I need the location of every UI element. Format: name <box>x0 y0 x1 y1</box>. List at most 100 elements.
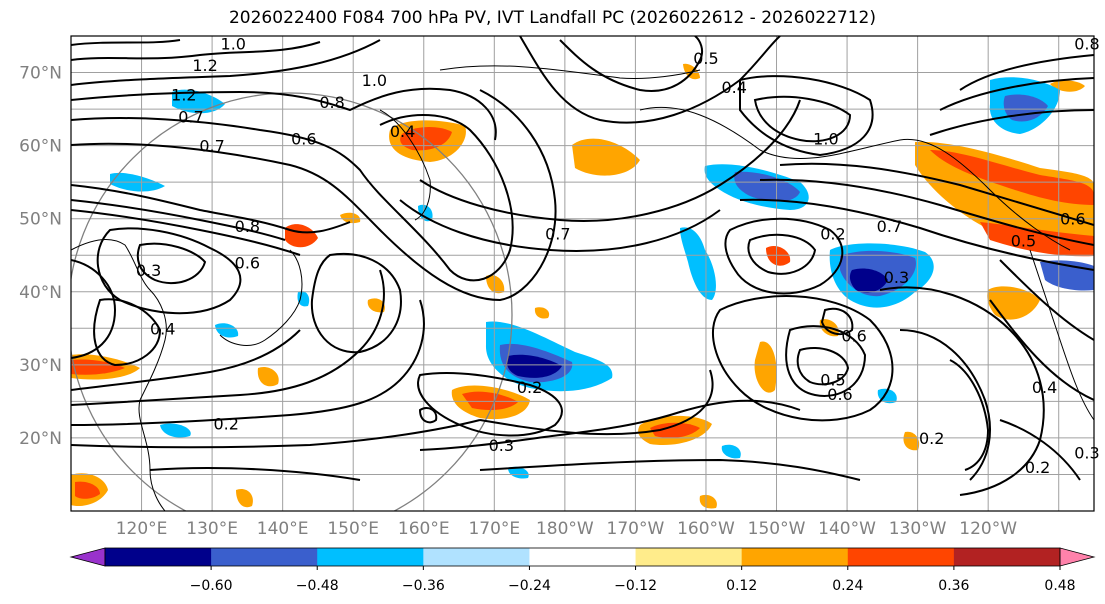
lat-tick-label: 60°N <box>19 137 62 157</box>
colorbar-segment <box>953 548 1061 566</box>
pv-contour <box>96 227 242 315</box>
contour-label: 0.2 <box>1025 458 1050 477</box>
contour-label: 1.0 <box>221 34 246 53</box>
contour-label: 0.6 <box>827 385 852 404</box>
pv-contour <box>879 286 1045 496</box>
negative-anomaly-region <box>418 204 433 222</box>
pv-contour <box>71 41 321 61</box>
positive-anomaly-core <box>75 481 100 499</box>
positive-anomaly-region <box>987 286 1040 320</box>
contour-label: 0.4 <box>1032 378 1057 397</box>
contour-label: 0.3 <box>136 261 161 280</box>
pv-contour <box>71 329 301 391</box>
pv-contour <box>479 458 861 481</box>
contour-label: 0.8 <box>235 217 260 236</box>
pv-contour <box>71 87 497 141</box>
negative-anomaly-core <box>849 268 888 293</box>
lon-tick-label: 130°W <box>889 519 947 539</box>
colorbar-tick-label: 0.36 <box>938 578 969 594</box>
positive-anomaly-core <box>650 422 700 438</box>
contour-label: 1.2 <box>171 85 196 104</box>
colorbar-tick-label: −0.60 <box>190 578 233 594</box>
contour-label: 0.2 <box>517 378 542 397</box>
pv-contour <box>739 198 1094 271</box>
pv-contour <box>71 113 514 282</box>
pv-contour <box>559 36 704 92</box>
pv-contour <box>747 233 817 275</box>
contour-label: 0.2 <box>919 429 944 448</box>
pv-contour <box>71 199 286 241</box>
contour-label: 0.3 <box>489 436 514 455</box>
colorbar-tick-label: −0.48 <box>296 578 339 594</box>
contour-label: 0.7 <box>877 217 902 236</box>
contour-label: 0.8 <box>319 93 344 112</box>
pv-contour <box>93 298 162 367</box>
map-title: 2026022400 F084 700 hPa PV, IVT Landfall… <box>228 8 876 28</box>
coastline-kamchatka <box>379 109 431 221</box>
pv-contour <box>711 295 894 422</box>
contour-label: 0.3 <box>884 268 909 287</box>
colorbar-segment <box>423 548 530 566</box>
lon-tick-label: 180°W <box>536 519 594 539</box>
pv-contour <box>136 242 207 285</box>
pv-contour <box>419 399 801 451</box>
pv-contour <box>820 307 854 336</box>
contour-label: 0.6 <box>291 129 316 148</box>
lat-tick-label: 70°N <box>19 64 62 84</box>
pv-contour <box>785 325 867 397</box>
colorbar-segment <box>317 548 424 566</box>
colorbar: −0.60 −0.48 −0.36 −0.24 −0.12 0.12 0.24 0.36 0.4… <box>69 547 1096 594</box>
colorbar-extend-min <box>69 547 106 567</box>
lon-tick-label: 170°E <box>468 519 520 539</box>
pv-contour <box>71 419 481 449</box>
positive-anomaly-core <box>930 150 1094 205</box>
contour-label: 0.6 <box>235 254 260 273</box>
pv-contour <box>724 217 844 295</box>
plot-frame <box>70 35 1095 512</box>
coastline-northamerica <box>1029 249 1094 421</box>
contour-label: 0.2 <box>213 414 238 433</box>
contour-label: 0.7 <box>545 224 570 243</box>
positive-anomaly-region <box>236 488 253 508</box>
lon-tick-label: 130°E <box>186 519 238 539</box>
contour-label: 0.8 <box>1074 34 1099 53</box>
negative-anomaly-core <box>506 354 562 378</box>
pv-contour <box>929 109 1094 136</box>
lon-tick-label: 150°E <box>327 519 379 539</box>
pv-contour <box>419 99 801 222</box>
lon-tick-label: 120°W <box>959 519 1017 539</box>
longitude-axis: 120°E 130°E 140°E 150°E 160°E 170°E 180°W 170°W… <box>116 519 1018 539</box>
pv-contour <box>399 199 721 252</box>
contour-label: 0.4 <box>390 122 415 141</box>
colorbar-frame <box>104 547 1061 567</box>
colorbar-segment <box>847 548 955 566</box>
pv-contour <box>71 184 351 234</box>
pv-contour <box>999 419 1081 481</box>
colorbar-tick-label: −0.24 <box>508 578 551 594</box>
positive-anomaly-region <box>699 494 717 509</box>
colorbar-segment <box>741 548 849 566</box>
negative-anomaly-region <box>215 323 239 338</box>
pv-contour <box>71 259 117 359</box>
lon-tick-label: 160°E <box>398 519 450 539</box>
contour-label: 1.0 <box>362 71 387 90</box>
pv-contour <box>739 75 874 157</box>
positive-anomaly-core <box>71 359 125 375</box>
positive-anomaly-core <box>462 391 518 410</box>
pv-contour <box>417 372 563 437</box>
positive-anomaly-region <box>534 307 550 319</box>
coastline-arctic <box>439 65 701 79</box>
colorbar-segment <box>211 548 318 566</box>
pv-contour <box>149 467 361 481</box>
colorbar-tick-label: 0.24 <box>832 578 863 594</box>
coastlines <box>71 65 1094 511</box>
colorbar-tick-label: 0.12 <box>726 578 757 594</box>
plot-area: 1.01.21.20.70.71.00.80.6 0.40.80.60.30.40… <box>70 34 1100 512</box>
pv-contour <box>779 162 1094 226</box>
pv-contour <box>959 54 1094 91</box>
pv-contour <box>999 259 1094 341</box>
colorbar-tick-label: −0.36 <box>402 578 445 594</box>
contour-label: 0.7 <box>178 107 203 126</box>
contour-label: 0.7 <box>199 137 224 156</box>
